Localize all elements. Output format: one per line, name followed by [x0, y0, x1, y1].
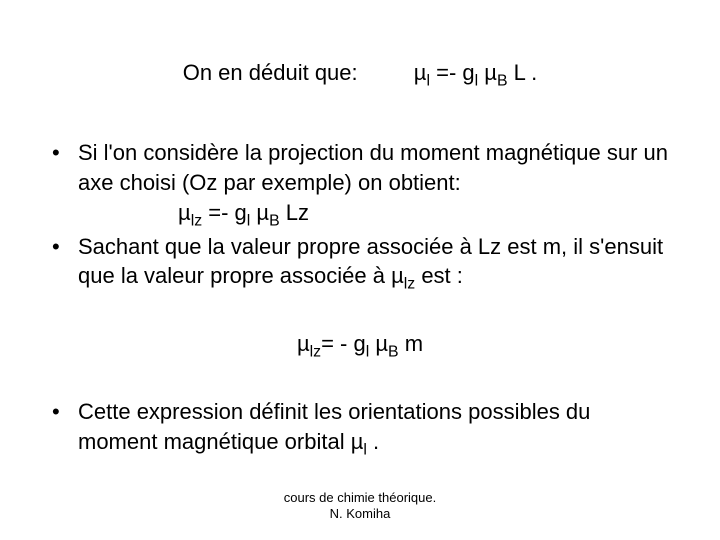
footer-line-1: cours de chimie théorique. [0, 490, 720, 506]
eq-sub-b: B [497, 72, 508, 89]
bullet-2-sub: lz [404, 276, 415, 293]
bullet-2-line-b: est : [415, 263, 463, 288]
bullet-marker: • [50, 397, 78, 427]
bullet-3-text: Cette expression définit les orientation… [78, 397, 670, 460]
bullet-marker: • [50, 232, 78, 262]
eq-mu: µ [414, 60, 427, 85]
eq-mid: =- g [430, 60, 475, 85]
eq-mid: =- g [202, 200, 247, 225]
bullet-3-line-b: . [367, 429, 379, 454]
footer-line-2: N. Komiha [0, 506, 720, 522]
eq-sub-b: B [269, 212, 280, 229]
bullet-1-text: Si l'on considère la projection du momen… [78, 138, 670, 231]
eq-sub-lz: lz [191, 212, 202, 229]
eq-tail: L . [508, 60, 538, 85]
eq-mu: µ [297, 331, 310, 356]
eq-sub-lz: lz [310, 343, 321, 360]
eq-mu2: µ [369, 331, 388, 356]
eq-mu2: µ [478, 60, 497, 85]
bullet-3: • Cette expression définit les orientati… [50, 397, 670, 460]
top-equation: µl =- gl µB L . [414, 60, 538, 85]
bullet-1-line: Si l'on considère la projection du momen… [78, 140, 668, 195]
bullet-marker: • [50, 138, 78, 168]
bullet-1: • Si l'on considère la projection du mom… [50, 138, 670, 231]
eq-mu: µ [178, 200, 191, 225]
eq-sub-b: B [388, 343, 399, 360]
eq-tail: Lz [280, 200, 309, 225]
bullet-2-text: Sachant que la valeur propre associée à … [78, 232, 670, 295]
eq-mu2: µ [250, 200, 269, 225]
eq-tail: m [399, 331, 423, 356]
eq-mid: = - g [321, 331, 366, 356]
intro-text: On en déduit que: [183, 60, 358, 85]
footer: cours de chimie théorique. N. Komiha [0, 490, 720, 523]
bullet-block-2: • Cette expression définit les orientati… [50, 397, 670, 460]
center-equation: µlz= - gl µB m [50, 331, 670, 361]
bullet-3-line-a: Cette expression définit les orientation… [78, 399, 590, 454]
bullet-2-line-a: Sachant que la valeur propre associée à … [78, 234, 663, 289]
bullet-2: • Sachant que la valeur propre associée … [50, 232, 670, 295]
bullet-1-equation: µlz =- gl µB Lz [78, 198, 670, 232]
top-equation-line: On en déduit que: µl =- gl µB L . [50, 60, 670, 90]
bullet-block-1: • Si l'on considère la projection du mom… [50, 138, 670, 295]
